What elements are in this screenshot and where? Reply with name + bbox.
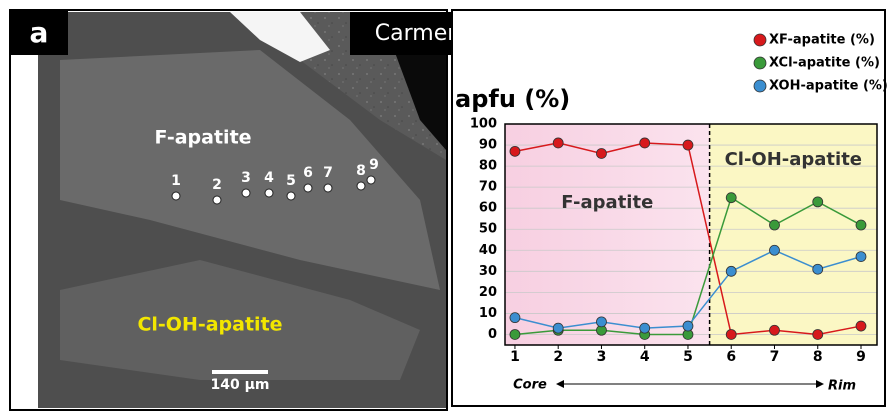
analysis-point xyxy=(287,192,295,200)
region-label: F-apatite xyxy=(154,127,251,149)
panel-label: a xyxy=(30,16,49,49)
data-point xyxy=(553,323,563,333)
legend-label: XF-apatite (%) xyxy=(769,33,875,48)
zone-label: Cl-OH-apatite xyxy=(725,149,862,170)
data-point xyxy=(596,148,606,158)
data-point xyxy=(683,140,693,150)
y-tick-label: 80 xyxy=(479,159,497,174)
y-tick-label: 60 xyxy=(479,201,497,216)
data-point xyxy=(640,323,650,333)
x-tick-label: 6 xyxy=(726,349,736,365)
x-tick-label: 5 xyxy=(683,349,693,365)
point-label: 2 xyxy=(212,177,222,193)
legend-marker xyxy=(754,57,766,69)
y-tick-label: 30 xyxy=(479,264,497,279)
data-point xyxy=(813,197,823,207)
data-point xyxy=(510,313,520,323)
zone-bg xyxy=(505,124,710,345)
y-tick-label: 70 xyxy=(479,180,497,195)
point-label: 1 xyxy=(171,173,181,189)
point-label: 3 xyxy=(241,170,251,186)
core-label: Core xyxy=(513,378,547,393)
x-tick-label: 8 xyxy=(813,349,823,365)
y-tick-label: 50 xyxy=(479,222,497,237)
data-point xyxy=(683,321,693,331)
data-point xyxy=(856,220,866,230)
y-tick-label: 20 xyxy=(479,285,497,300)
figure: a Carmen F-apatite Cl-OH-apatite 140 µm … xyxy=(0,0,889,417)
data-point xyxy=(856,252,866,262)
point-label: 8 xyxy=(356,163,366,179)
region-label: Cl-OH-apatite xyxy=(137,314,282,336)
analysis-point xyxy=(304,184,312,192)
x-tick-label: 3 xyxy=(597,349,607,365)
y-tick-label: 100 xyxy=(470,117,497,132)
analysis-point xyxy=(265,189,273,197)
point-label: 7 xyxy=(323,165,333,181)
data-point xyxy=(510,329,520,339)
y-tick-label: 90 xyxy=(479,138,497,153)
data-point xyxy=(640,138,650,148)
point-label: 6 xyxy=(303,165,313,181)
data-point xyxy=(769,220,779,230)
data-point xyxy=(813,329,823,339)
analysis-point xyxy=(324,184,332,192)
x-tick-label: 7 xyxy=(770,349,780,365)
rim-label: Rim xyxy=(828,379,856,394)
x-tick-label: 4 xyxy=(640,349,650,365)
data-point xyxy=(769,325,779,335)
y-tick-label: 40 xyxy=(479,243,497,258)
x-tick-label: 1 xyxy=(510,349,520,365)
y-tick-label: 10 xyxy=(479,306,497,321)
data-point xyxy=(596,317,606,327)
data-point xyxy=(813,264,823,274)
data-point xyxy=(510,146,520,156)
point-label: 9 xyxy=(369,157,379,173)
zone-label: F-apatite xyxy=(561,192,653,213)
data-point xyxy=(856,321,866,331)
x-tick-label: 2 xyxy=(553,349,563,365)
legend-label: XCl-apatite (%) xyxy=(769,56,880,71)
legend-marker xyxy=(754,80,766,92)
y-tick-label: 0 xyxy=(488,327,497,342)
data-point xyxy=(726,329,736,339)
analysis-point xyxy=(172,192,180,200)
x-tick-label: 9 xyxy=(856,349,866,365)
analysis-point xyxy=(357,182,365,190)
analysis-point xyxy=(367,176,375,184)
sample-name: Carmen xyxy=(375,21,461,46)
point-label: 5 xyxy=(286,173,296,189)
legend-marker xyxy=(754,34,766,46)
analysis-point xyxy=(213,196,221,204)
scale-label: 140 µm xyxy=(211,377,270,393)
data-point xyxy=(726,266,736,276)
data-point xyxy=(553,138,563,148)
analysis-point xyxy=(242,189,250,197)
data-point xyxy=(769,245,779,255)
point-label: 4 xyxy=(264,170,274,186)
data-point xyxy=(726,193,736,203)
legend-label: XOH-apatite (%) xyxy=(769,79,888,94)
y-label: apfu (%) xyxy=(455,85,570,113)
